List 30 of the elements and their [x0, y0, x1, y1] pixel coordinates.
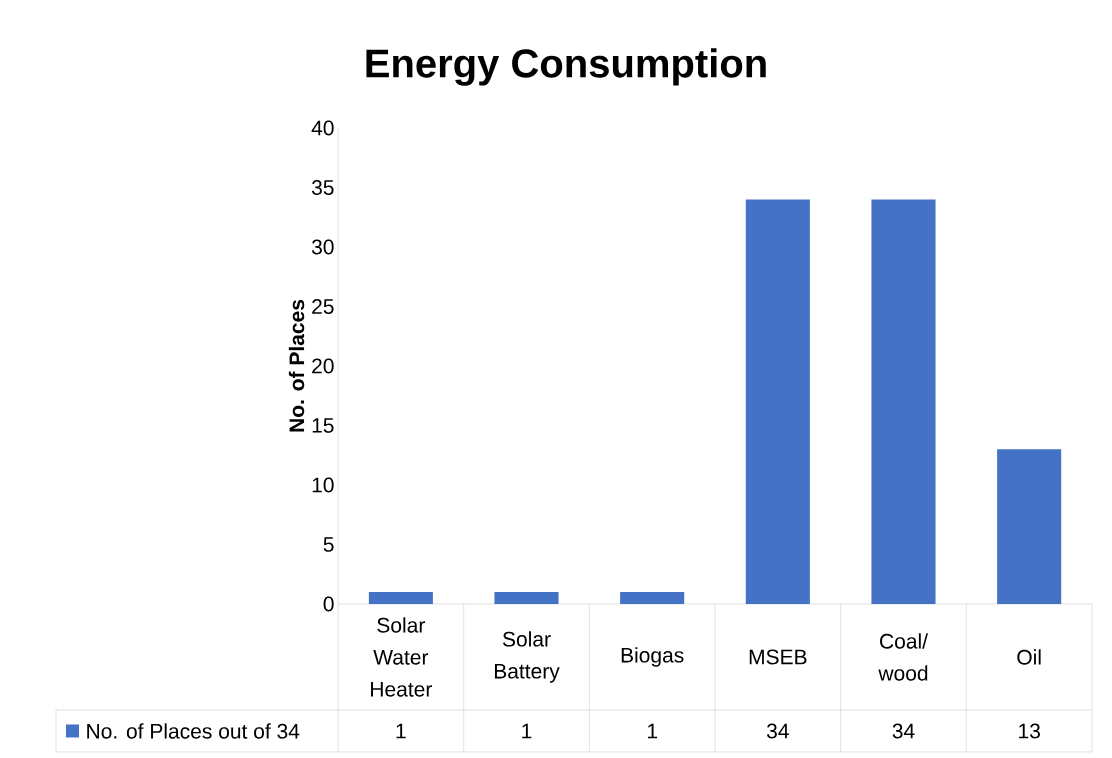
y-tick-label: 30: [311, 239, 334, 255]
data-label: 1: [396, 723, 406, 739]
legend-label: No. of Places out of 34: [87, 723, 300, 739]
bar: [997, 449, 1062, 604]
x-tick-label: Solar Water Heater: [371, 617, 432, 697]
y-tick-label: 40: [311, 120, 334, 136]
y-tick-label: 5: [323, 537, 334, 552]
data-label: 34: [766, 723, 789, 739]
y-tick-label: 10: [312, 477, 334, 493]
y-tick-label: 15: [312, 418, 334, 433]
y-axis-title: No. of Places: [288, 299, 305, 432]
bar: [368, 592, 433, 604]
x-tick-label: Oil: [1017, 649, 1041, 665]
data-label: 1: [522, 723, 532, 739]
x-tick-label: Coal/ wood: [878, 633, 928, 681]
data-label: 34: [892, 723, 915, 739]
y-tick-label: 25: [312, 299, 334, 314]
x-tick-label: Solar Battery: [494, 631, 560, 683]
data-label: 13: [1019, 723, 1040, 739]
data-label: 1: [647, 723, 658, 739]
x-tick-label: Biogas: [621, 647, 684, 667]
bar: [620, 592, 685, 604]
bar: [745, 199, 810, 604]
y-tick-label: 20: [312, 358, 334, 374]
bar: [871, 199, 936, 604]
x-tick-label: MSEB: [749, 649, 807, 665]
bar: [494, 592, 559, 604]
chart-title: Energy Consumption: [366, 48, 766, 86]
y-tick-label: 0: [323, 596, 334, 612]
y-tick-label: 35: [311, 180, 334, 195]
